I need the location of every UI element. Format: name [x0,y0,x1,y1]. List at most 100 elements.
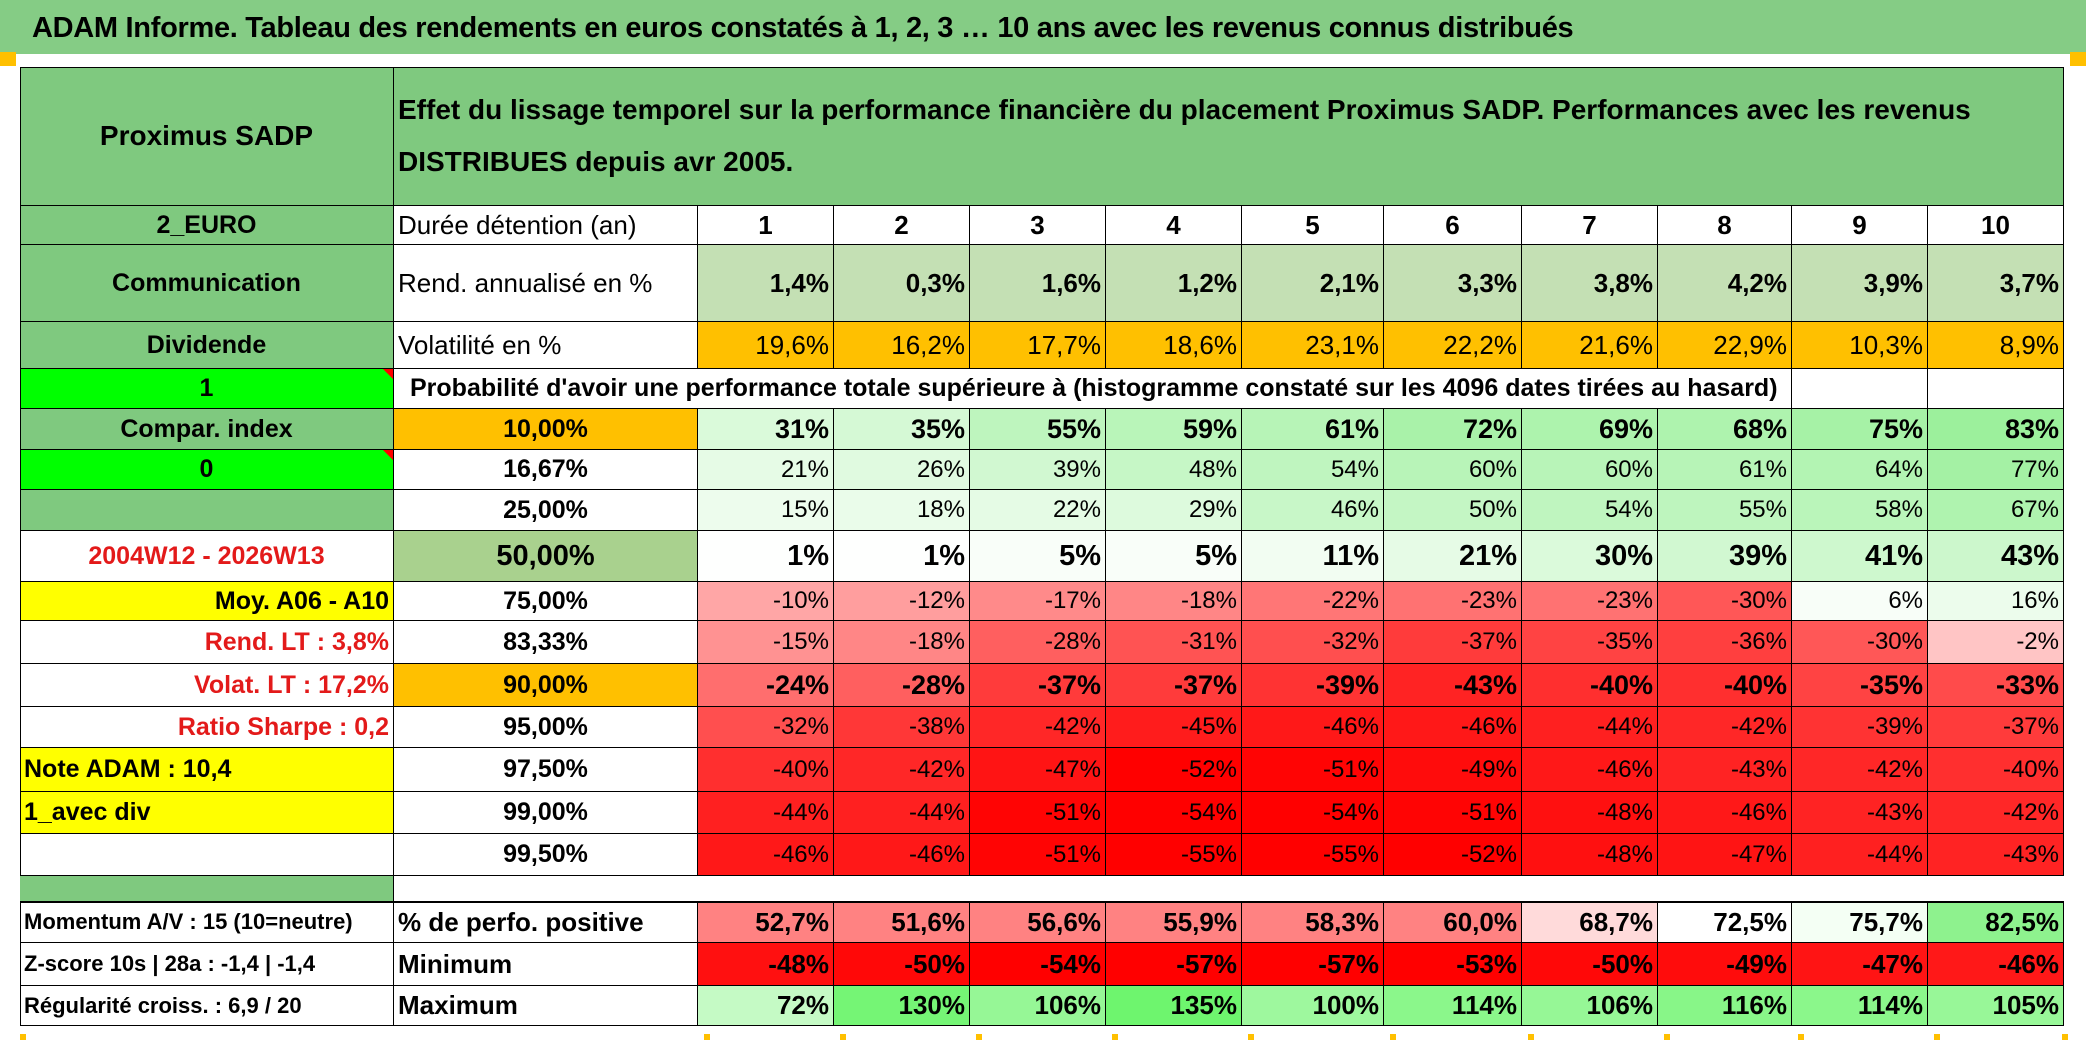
probability-cell: 58% [1792,490,1928,531]
rend-lt-label: Rend. LT : 3,8% [20,621,394,664]
rend-label: Rend. annualisé en % [394,245,698,322]
rend-cell: 2,1% [1242,245,1384,322]
probability-cell: 16% [1928,582,2064,621]
probability-cell: -46% [1658,792,1792,834]
regularite-label: Régularité croiss. : 6,9 / 20 [20,986,394,1026]
probability-cell: 11% [1242,531,1384,582]
probability-cell: 48% [1106,450,1242,490]
probability-cell: 18% [834,490,970,531]
probability-cell: 21% [698,450,834,490]
rend-cell: 3,9% [1792,245,1928,322]
pct-pos-cell: 68,7% [1522,902,1658,943]
probability-level: 10,00% [394,409,698,450]
probability-cell: 31% [698,409,834,450]
probability-cell: -42% [1658,707,1792,748]
probability-cell: -23% [1384,582,1522,621]
probability-cell: -46% [1384,707,1522,748]
probability-cell: 26% [834,450,970,490]
spacer-green [20,876,394,902]
pct-pos-cell: 56,6% [970,902,1106,943]
probability-cell: -38% [834,707,970,748]
column-tick-marker [1112,1034,1118,1040]
probability-cell: 43% [1928,531,2064,582]
minimum-cell: -57% [1242,943,1384,986]
probability-cell: 54% [1522,490,1658,531]
header-description: Effet du lissage temporel sur la perform… [394,67,2064,206]
probability-cell: 46% [1242,490,1384,531]
zscore-label: Z-score 10s | 28a : -1,4 | -1,4 [20,943,394,986]
probability-cell: -52% [1384,834,1522,876]
minimum-cell: -48% [698,943,834,986]
rend-cell: 3,3% [1384,245,1522,322]
sharpe-label: Ratio Sharpe : 0,2 [20,707,394,748]
rend-cell: 1,2% [1106,245,1242,322]
probability-cell: -40% [1928,748,2064,792]
probability-cell: -32% [698,707,834,748]
probability-cell: -24% [698,664,834,707]
probability-cell: -18% [834,621,970,664]
probability-cell: -28% [970,621,1106,664]
year-header: 6 [1384,206,1522,245]
probability-level: 16,67% [394,450,698,490]
vol-cell: 21,6% [1522,322,1658,369]
pct-pos-cell: 52,7% [698,902,834,943]
year-header: 7 [1522,206,1658,245]
probability-cell: 72% [1384,409,1522,450]
year-header: 5 [1242,206,1384,245]
probability-cell: 55% [1658,490,1792,531]
rend-cell: 3,7% [1928,245,2064,322]
probability-cell: -47% [1658,834,1792,876]
probability-cell: -51% [970,792,1106,834]
year-header: 3 [970,206,1106,245]
currency-label: 2_EURO [20,206,394,245]
probability-cell: 75% [1792,409,1928,450]
header-line-1: Effet du lissage temporel sur la perform… [398,94,1971,125]
probability-cell: -39% [1792,707,1928,748]
probability-cell: -40% [1522,664,1658,707]
pct-pos-cell: 55,9% [1106,902,1242,943]
minimum-cell: -54% [970,943,1106,986]
probability-cell: -22% [1242,582,1384,621]
probability-cell: 35% [834,409,970,450]
column-tick-marker [1798,1034,1804,1040]
probability-cell: -40% [1658,664,1792,707]
rend-cell: 3,8% [1522,245,1658,322]
probability-level: 90,00% [394,664,698,707]
corner-marker-right [2070,52,2086,66]
probability-cell: -12% [834,582,970,621]
year-header: 4 [1106,206,1242,245]
probability-cell: -30% [1792,621,1928,664]
probability-cell: 64% [1792,450,1928,490]
year-header: 2 [834,206,970,245]
probability-cell: -47% [970,748,1106,792]
maximum-cell: 135% [1106,986,1242,1026]
report-title: ADAM Informe. Tableau des rendements en … [0,0,2086,54]
rend-cell: 1,6% [970,245,1106,322]
probability-cell: 21% [1384,531,1522,582]
probability-cell: 59% [1106,409,1242,450]
pct-pos-label: % de perfo. positive [394,902,698,943]
vol-cell: 16,2% [834,322,970,369]
minimum-cell: -47% [1792,943,1928,986]
probability-cell: 39% [1658,531,1792,582]
probability-cell: 54% [1242,450,1384,490]
rend-cell: 0,3% [834,245,970,322]
year-header: 1 [698,206,834,245]
corner-marker-left [0,52,16,66]
probability-cell: -46% [698,834,834,876]
probability-cell: 69% [1522,409,1658,450]
pct-pos-cell: 72,5% [1658,902,1792,943]
vol-cell: 17,7% [970,322,1106,369]
probability-cell: -44% [834,792,970,834]
probability-cell: 5% [1106,531,1242,582]
probability-cell: -42% [970,707,1106,748]
column-tick-marker [20,1034,26,1040]
momentum-label: Momentum A/V : 15 (10=neutre) [20,902,394,943]
probability-cell: -33% [1928,664,2064,707]
vol-label: Volatilité en % [394,322,698,369]
column-tick-marker [1390,1034,1396,1040]
maximum-cell: 114% [1384,986,1522,1026]
probability-cell: -39% [1242,664,1384,707]
stats-table-border [20,902,2064,1026]
avec-div-label: 1_avec div [20,792,394,834]
